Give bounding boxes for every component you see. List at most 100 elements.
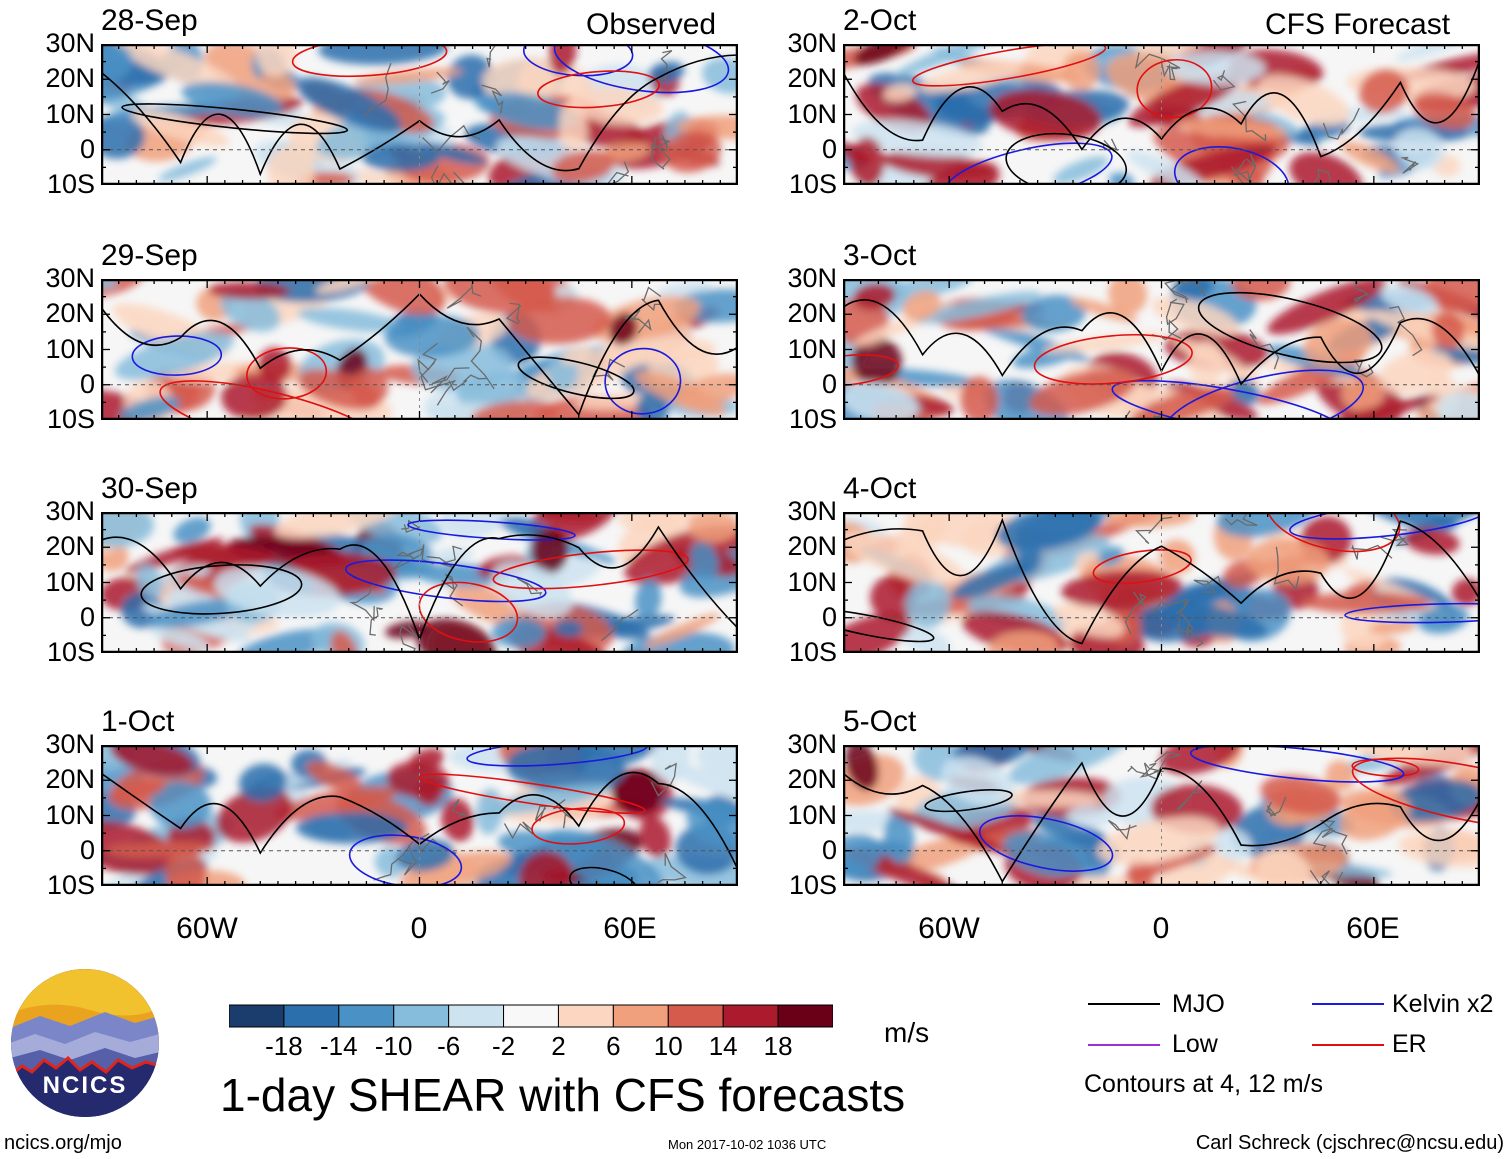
coastline	[1353, 359, 1374, 378]
contour-line	[1197, 291, 1383, 364]
shading-blob	[1359, 69, 1409, 114]
shading-blob	[1368, 620, 1417, 635]
coastline	[1224, 512, 1258, 527]
shading-blob	[870, 575, 917, 621]
shading-blob	[1246, 538, 1331, 584]
coastline	[641, 286, 662, 312]
legend-label-kelvin: Kelvin x2	[1392, 990, 1494, 1018]
shading-blob	[1418, 605, 1469, 634]
colorbar-bin	[283, 1004, 340, 1028]
y-tick-label: 10S	[788, 404, 837, 434]
shading-blob	[843, 834, 883, 878]
y-tick-label: 10N	[45, 799, 95, 830]
y-tick-label: 10N	[787, 799, 837, 830]
colorbar-bin	[557, 1004, 614, 1028]
shading-blob	[1053, 156, 1109, 184]
shading-blob	[1388, 780, 1480, 822]
y-tick-label: 10N	[45, 566, 95, 597]
shading-blob	[500, 516, 552, 537]
y-tick-label: 30N	[787, 496, 837, 526]
y-tick-label: 30N	[45, 729, 95, 759]
shading-blob	[644, 613, 721, 648]
contour-line	[1344, 602, 1480, 624]
coastline	[401, 519, 421, 533]
colorbar-tick-label: 10	[653, 1031, 683, 1061]
shading-blob	[1002, 831, 1087, 877]
map-panel	[100, 744, 739, 887]
shading-blob	[1151, 297, 1239, 336]
coastline	[654, 136, 671, 169]
contour-line	[537, 70, 660, 109]
shading-blob	[1053, 602, 1125, 638]
coastline	[1236, 153, 1257, 182]
shading-blob	[481, 92, 580, 131]
shading-blob	[609, 312, 638, 346]
shading-blob	[114, 44, 240, 94]
shading-blob	[601, 142, 650, 162]
y-tick-label: 20N	[787, 63, 837, 94]
shading-blob	[295, 77, 402, 133]
shading-blob	[883, 83, 917, 102]
shading-blob	[553, 620, 584, 637]
footer-url[interactable]: ncics.org/mjo	[4, 1132, 122, 1154]
shading-blob	[996, 512, 1102, 551]
colorbar-bin	[228, 1004, 285, 1028]
coastline	[1312, 168, 1332, 185]
shading-blob	[845, 745, 879, 791]
shading-blob	[905, 578, 951, 629]
coastline	[650, 762, 677, 797]
colorbar-bin	[722, 1004, 779, 1028]
colorbar-bin	[393, 1004, 450, 1028]
shading-blob	[216, 787, 293, 843]
shading-blob	[544, 828, 665, 886]
shading-blob	[687, 512, 738, 543]
coastline	[1212, 70, 1236, 91]
footer-author: Carl Schreck (cjschrec@ncsu.edu)	[1195, 1132, 1504, 1154]
cfs-forecast-header: CFS Forecast	[1265, 8, 1451, 41]
contour-line	[1266, 512, 1401, 553]
panel-date-label: 2-Oct	[843, 4, 917, 37]
units-label: m/s	[884, 1017, 930, 1048]
shading-blob	[1042, 332, 1168, 354]
contour-line	[1092, 549, 1192, 585]
shading-blob	[1166, 51, 1265, 86]
y-tick-label: 0	[79, 601, 95, 632]
shading-blob	[158, 156, 217, 182]
shading-blob	[415, 618, 497, 653]
shading-blob	[843, 531, 965, 584]
shading-blob	[1421, 279, 1480, 312]
shading-blob	[173, 543, 280, 566]
shading-blob	[662, 130, 721, 173]
contour-line	[419, 773, 646, 814]
x-tick-left-60w: 60W	[176, 912, 238, 945]
shading-blob	[384, 314, 480, 358]
y-tick-label: 0	[821, 368, 837, 399]
coastline	[373, 841, 414, 881]
chart-title: 1-day SHEAR with CFS forecasts	[220, 1069, 906, 1121]
coastline	[1231, 166, 1253, 185]
mjo-contour	[843, 59, 1480, 158]
shading-blob	[516, 60, 556, 104]
shading-blob	[1289, 152, 1363, 185]
x-tick-left-60e: 60E	[603, 912, 657, 945]
contour-line	[517, 356, 635, 400]
coastline	[430, 71, 450, 94]
shading-blob	[639, 816, 671, 858]
contour-line	[1111, 379, 1342, 420]
contour-line	[1005, 132, 1128, 185]
shading-blob	[843, 381, 919, 420]
shading-blob	[1172, 338, 1246, 374]
coastline	[416, 833, 457, 856]
contour-line	[140, 564, 303, 615]
colorbar-bin	[448, 1004, 505, 1028]
shading-blob	[1213, 828, 1253, 861]
coastline	[1160, 61, 1178, 81]
shading-blob	[1451, 578, 1480, 606]
mjo-contour	[843, 761, 1480, 884]
contour-line	[1173, 146, 1290, 185]
shading-blob	[1159, 539, 1195, 574]
shading-blob	[558, 101, 588, 151]
panel-date-label: 4-Oct	[843, 472, 917, 505]
shear-map	[842, 744, 1481, 887]
coastline	[399, 623, 418, 653]
